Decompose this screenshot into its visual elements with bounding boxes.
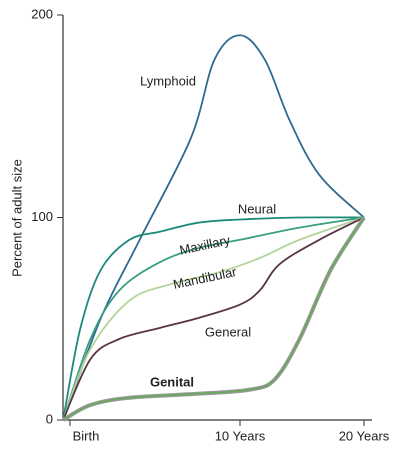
line <box>62 34 365 421</box>
x-tick-label: 20 Years <box>339 428 390 443</box>
line <box>62 216 365 421</box>
series-label: Genital <box>150 374 194 389</box>
y-tick-label: 0 <box>46 411 53 426</box>
y-tick-label: 200 <box>31 6 53 21</box>
series-label: Maxillary <box>178 232 232 257</box>
y-tick-label: 100 <box>31 209 53 224</box>
line <box>62 216 365 421</box>
series-label: General <box>205 324 251 339</box>
x-tick-label: Birth <box>73 428 100 443</box>
y-axis-label: Percent of adult size <box>9 159 24 277</box>
x-tick-label: 10 Years <box>215 428 266 443</box>
line <box>62 216 365 421</box>
series-label: Lymphoid <box>140 73 196 88</box>
line <box>62 216 365 421</box>
series-label: Mandibular <box>172 264 239 292</box>
line <box>62 217 365 421</box>
series-label: Neural <box>238 201 276 216</box>
